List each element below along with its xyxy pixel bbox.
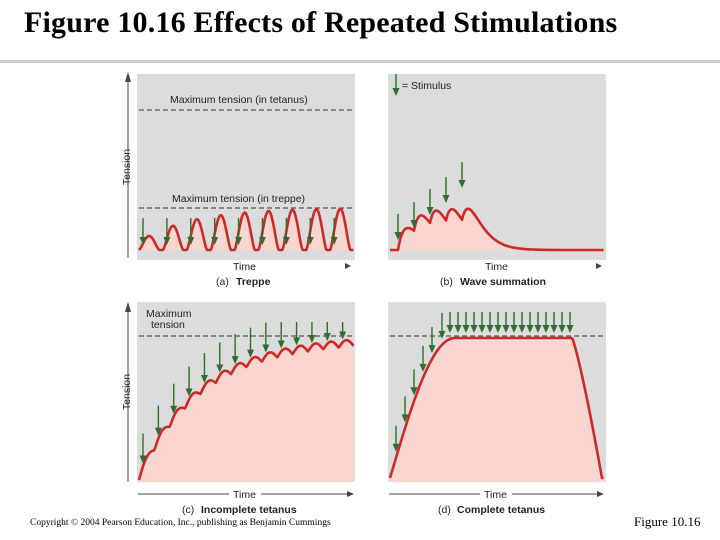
stimulus-arrow-icon: [542, 312, 550, 333]
panel-b-stimulus-arrows: [394, 162, 466, 240]
stimulus-arrow-icon: [308, 322, 316, 343]
stimulus-arrow-icon: [401, 396, 409, 423]
stimulus-arrow-icon: [526, 312, 534, 333]
stimulus-arrow-icon: [323, 322, 331, 342]
stimulus-arrow-icon: [306, 218, 314, 245]
stimulus-arrow-icon: [534, 312, 542, 333]
stimulus-arrow-icon: [428, 327, 436, 354]
stimulus-arrow-icon: [550, 312, 558, 333]
stimulus-arrow-icon: [163, 218, 171, 245]
panel-a-title: Treppe: [236, 276, 271, 288]
stimulus-arrow-icon: [510, 312, 518, 333]
stimulus-arrow-icon: [478, 312, 486, 333]
panel-b-tension-curve: [389, 207, 605, 252]
stimulus-arrow-icon: [216, 342, 224, 373]
panel-d-x-label: Time: [484, 489, 507, 501]
panel-c-letter: (c): [182, 504, 194, 516]
stimulus-arrow-icon: [394, 214, 402, 240]
stimulus-arrow-icon: [392, 425, 400, 452]
stimulus-arrow-icon: [566, 312, 574, 333]
stimulus-arrow-icon: [154, 405, 162, 436]
panel-d-letter: (d): [438, 504, 451, 516]
copyright-notice: Copyright © 2004 Pearson Education, Inc.…: [30, 518, 331, 528]
stimulus-arrow-icon: [277, 322, 285, 349]
slide-title: Figure 10.16 Effects of Repeated Stimula…: [24, 6, 618, 39]
panel-c-title: Incomplete tetanus: [201, 504, 297, 516]
panel-c-x-axis-arrowhead: [347, 491, 354, 497]
stimulus-arrow-icon: [486, 312, 494, 333]
stimulus-arrow-icon: [410, 202, 418, 228]
stimulus-legend-label: = Stimulus: [402, 80, 451, 92]
panel-a-max-tetanus-label: Maximum tension (in tetanus): [170, 94, 308, 106]
panel-c-y-label: Tension: [121, 374, 133, 410]
stimulus-arrow-icon: [330, 218, 338, 245]
stimulus-arrow-icon: [185, 366, 193, 397]
panel-c-incomplete-tetanus: Maximum tension Tension Time (c) Incompl…: [121, 302, 355, 516]
stimulus-arrow-icon: [419, 345, 427, 372]
stimulus-arrow-icon: [170, 383, 178, 414]
stimulus-arrow-icon: [502, 312, 510, 333]
figure-number: Figure 10.16: [634, 514, 701, 529]
panel-c-max-label-line2: tension: [151, 319, 185, 331]
stimulus-arrow-icon: [293, 322, 301, 346]
stimulus-arrow-icon: [494, 312, 502, 333]
panel-c-tension-area: [139, 340, 354, 482]
stimulus-arrow-icon: [438, 312, 446, 339]
title-divider: [0, 60, 720, 63]
panel-a-max-treppe-label: Maximum tension (in treppe): [172, 193, 305, 205]
panel-d-complete-tetanus: Time (d) Complete tetanus: [388, 302, 606, 516]
stimulus-arrow-icon: [187, 218, 195, 245]
stimulus-arrow-icon: [470, 312, 478, 333]
panel-a-stimulus-arrows: [139, 218, 338, 245]
stimulus-arrow-icon: [235, 218, 243, 245]
panel-b-title: Wave summation: [460, 276, 546, 288]
panel-a-treppe: Maximum tension (in tetanus) Maximum ten…: [121, 72, 355, 288]
panel-a-y-axis-arrowhead: [125, 72, 131, 82]
stimulus-arrow-icon: [247, 327, 254, 358]
panel-d-x-label-backdrop: [480, 488, 512, 500]
stimulus-arrow-icon: [558, 312, 566, 333]
stimulus-arrow-icon: [454, 312, 462, 333]
panel-c-x-label: Time: [233, 489, 256, 501]
panel-c-x-label-backdrop: [229, 488, 261, 500]
stimulus-arrow-icon: [458, 162, 466, 188]
stimulus-arrow-icon: [211, 218, 219, 245]
stimulus-arrow-icon: [200, 353, 208, 384]
stimulus-arrow-icon: [339, 322, 347, 340]
stimulus-arrow-icon: [262, 322, 270, 353]
panel-d-title: Complete tetanus: [457, 504, 545, 516]
panel-a-letter: (a): [216, 276, 229, 288]
panel-b-x-label: Time: [485, 261, 508, 273]
panel-d-stimulus-arrows: [392, 312, 574, 452]
panel-c-tension-curve: [137, 338, 355, 481]
panel-d-tension-area: [390, 338, 604, 482]
panel-d-x-axis-arrowhead: [597, 491, 604, 497]
panel-a-x-axis-arrowhead: [345, 263, 351, 269]
panel-c-y-axis-arrowhead: [125, 302, 131, 312]
panel-b-x-axis-arrowhead: [596, 263, 602, 269]
panel-c-stimulus-arrows: [139, 322, 347, 464]
panel-a-tension-curve: [138, 207, 354, 252]
panel-b-wave-summation: = Stimulus Time (b) Wave summation: [388, 74, 606, 288]
stimulus-arrow-icon: [518, 312, 526, 333]
stimulus-arrow-icon: [426, 189, 434, 215]
panel-d-tension-curve: [388, 336, 605, 480]
panel-c-max-label-line1: Maximum: [146, 308, 192, 320]
stimulus-arrow-icon: [442, 177, 450, 203]
stimulus-arrow-icon: [462, 312, 470, 333]
stimulus-legend-arrow-icon: [392, 74, 400, 96]
stimulus-arrow-icon: [410, 369, 418, 396]
panel-b-letter: (b): [440, 276, 453, 288]
panel-b-tension-area: [390, 208, 604, 250]
panel-a-y-label: Tension: [121, 149, 133, 185]
stimulus-arrow-icon: [258, 218, 266, 245]
stimulus-arrow-icon: [139, 433, 147, 464]
stimulus-arrow-icon: [231, 334, 239, 365]
panel-a-x-label: Time: [233, 261, 256, 273]
stimulus-arrow-icon: [282, 218, 290, 245]
stimulus-arrow-icon: [139, 218, 147, 245]
stimulus-arrow-icon: [446, 312, 454, 334]
